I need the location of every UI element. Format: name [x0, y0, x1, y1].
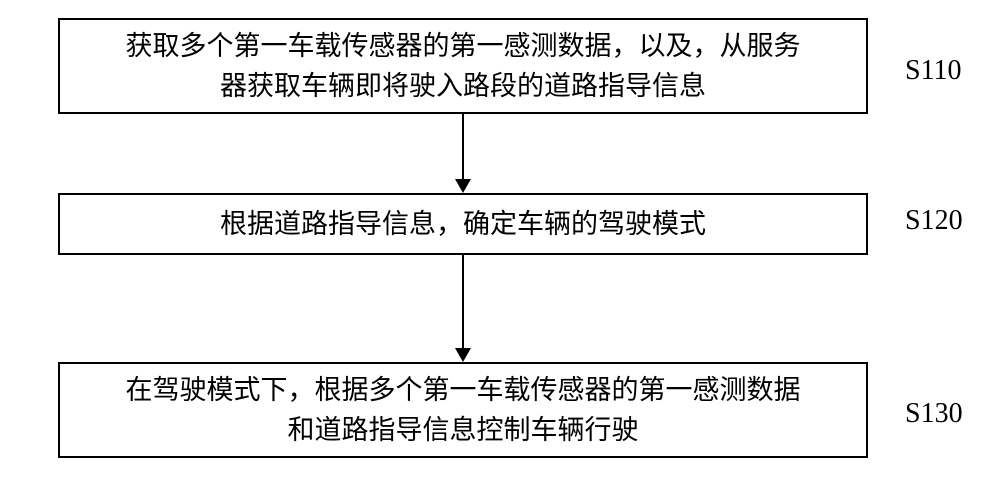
step-label-s120: S120 — [905, 205, 963, 237]
step-label-s110: S110 — [905, 55, 962, 87]
step-text-s110: 获取多个第一车载传感器的第一感测数据，以及，从服务 器获取车辆即将驶入路段的道路… — [126, 26, 801, 107]
step-box-s120: 根据道路指导信息，确定车辆的驾驶模式 — [58, 193, 868, 255]
arrow-s120-s130 — [453, 255, 473, 362]
arrow-line-icon — [462, 114, 464, 179]
step-text-s130: 在驾驶模式下，根据多个第一车载传感器的第一感测数据 和道路指导信息控制车辆行驶 — [126, 370, 801, 451]
arrow-head-icon — [455, 179, 471, 193]
flowchart-container: 获取多个第一车载传感器的第一感测数据，以及，从服务 器获取车辆即将驶入路段的道路… — [0, 0, 1000, 501]
arrow-s110-s120 — [453, 114, 473, 193]
step-label-s130: S130 — [905, 398, 963, 430]
step-text-s120: 根据道路指导信息，确定车辆的驾驶模式 — [220, 204, 706, 245]
arrow-line-icon — [462, 255, 464, 348]
step-box-s130: 在驾驶模式下，根据多个第一车载传感器的第一感测数据 和道路指导信息控制车辆行驶 — [58, 362, 868, 458]
step-box-s110: 获取多个第一车载传感器的第一感测数据，以及，从服务 器获取车辆即将驶入路段的道路… — [58, 18, 868, 114]
arrow-head-icon — [455, 348, 471, 362]
